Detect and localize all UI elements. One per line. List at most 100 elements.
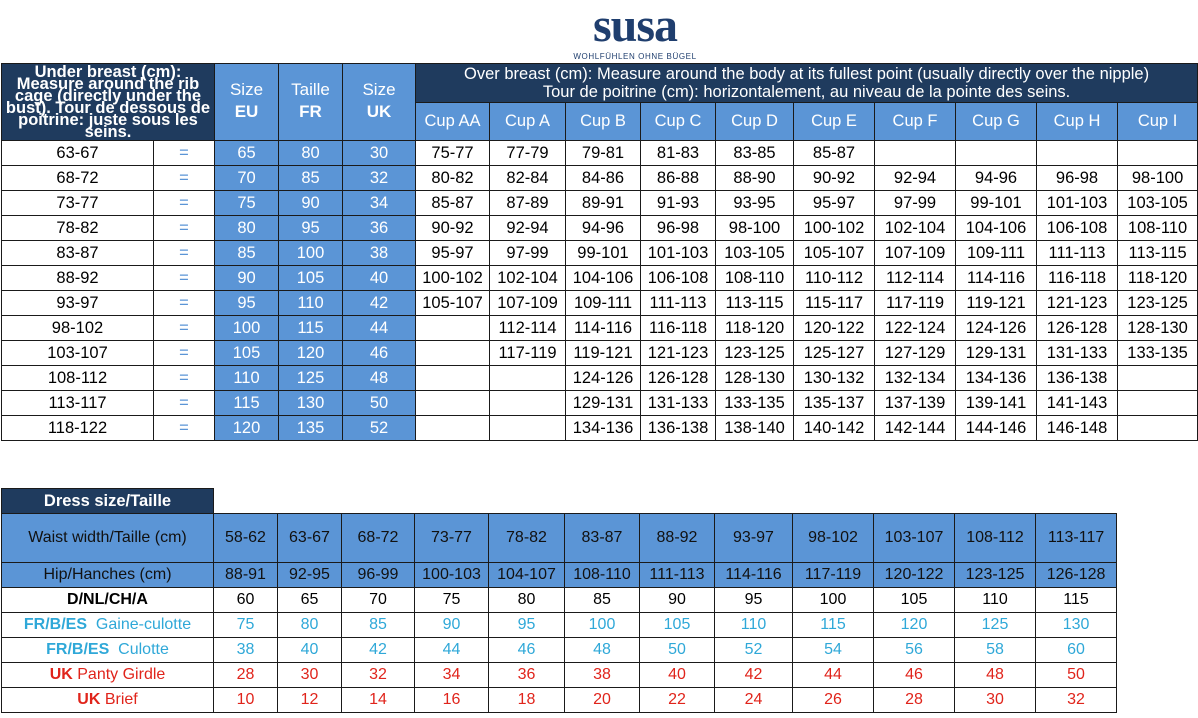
dress-size-table: Dress size/Taille Waist width/Taille (cm… bbox=[1, 488, 1118, 713]
cup-cell: 105-107 bbox=[415, 290, 490, 316]
cup-cell: 87-89 bbox=[489, 190, 566, 216]
cup-header: Cup B bbox=[565, 101, 641, 141]
eu-size-cell: 110 bbox=[214, 365, 279, 391]
panty-cell: 36 bbox=[488, 662, 565, 688]
size-row: 113-117 = 115 130 50 129-131 131-133 133-135 135… bbox=[1, 390, 1198, 416]
cup-cell: 88-90 bbox=[715, 165, 794, 191]
culotte-cell: 50 bbox=[639, 637, 715, 663]
fr-size-cell: 135 bbox=[278, 415, 343, 441]
cup-cell: 85-87 bbox=[793, 140, 875, 166]
culotte-cell: 56 bbox=[873, 637, 955, 663]
cup-cell: 131-133 bbox=[1036, 340, 1118, 366]
cup-cell: 138-140 bbox=[715, 415, 794, 441]
cup-header: Cup F bbox=[874, 101, 956, 141]
cup-cell: 119-121 bbox=[955, 290, 1037, 316]
eu-size-cell: 105 bbox=[214, 340, 279, 366]
waist-cell: 108-112 bbox=[954, 513, 1036, 563]
cup-cell: 134-136 bbox=[955, 365, 1037, 391]
cup-cell: 113-115 bbox=[715, 290, 794, 316]
under-breast-cell: 93-97 bbox=[1, 290, 154, 316]
cup-cell: 107-109 bbox=[874, 240, 956, 266]
size-row: 118-122 = 120 135 52 134-136 136-138 138-140 140… bbox=[1, 415, 1198, 441]
brief-cell: 22 bbox=[639, 687, 715, 713]
dress-size-title: Dress size/Taille bbox=[1, 488, 214, 514]
cup-cell: 140-142 bbox=[793, 415, 875, 441]
uk-size-cell: 52 bbox=[342, 415, 416, 441]
cup-cell: 110-112 bbox=[793, 265, 875, 291]
eu-size-cell: 85 bbox=[214, 240, 279, 266]
size-uk-header: Size UK bbox=[342, 63, 416, 141]
cup-cell: 77-79 bbox=[489, 140, 566, 166]
cup-cell: 137-139 bbox=[874, 390, 956, 416]
culotte-cell: 58 bbox=[954, 637, 1036, 663]
cup-cell: 94-96 bbox=[955, 165, 1037, 191]
cup-cell: 133-135 bbox=[715, 390, 794, 416]
size-row: 93-97 = 95 110 42 105-107 107-109 109-111 111-11… bbox=[1, 290, 1198, 316]
size-row: 63-67 = 65 80 30 75-77 77-79 79-81 81-83 83-85 85-… bbox=[1, 140, 1198, 166]
under-breast-cell: 78-82 bbox=[1, 215, 154, 241]
cup-cell: 92-94 bbox=[874, 165, 956, 191]
cup-cell: 83-85 bbox=[715, 140, 794, 166]
culotte-cell: 40 bbox=[277, 637, 342, 663]
cup-cell: 103-105 bbox=[1116, 190, 1198, 216]
uk-size-cell: 46 bbox=[342, 340, 416, 366]
hip-cell: 126-128 bbox=[1034, 562, 1118, 588]
fr-size-cell: 90 bbox=[278, 190, 343, 216]
cup-cell bbox=[415, 390, 490, 416]
cup-cell bbox=[1116, 140, 1198, 166]
size-row: 68-72 = 70 85 32 80-82 82-84 84-86 86-88 88-90 90-… bbox=[1, 165, 1198, 191]
cup-cell: 127-129 bbox=[874, 340, 956, 366]
cup-cell: 108-110 bbox=[1116, 215, 1198, 241]
waist-cell: 58-62 bbox=[213, 513, 278, 563]
cup-cell bbox=[415, 340, 490, 366]
culotte-cell: 42 bbox=[341, 637, 415, 663]
uk-size-cell: 50 bbox=[342, 390, 416, 416]
panty-cell: 44 bbox=[792, 662, 874, 688]
cup-cell: 112-114 bbox=[489, 315, 566, 341]
cup-cell: 96-98 bbox=[640, 215, 716, 241]
cup-cell: 79-81 bbox=[565, 140, 641, 166]
gaine-cell: 130 bbox=[1034, 612, 1118, 638]
cup-header: Cup E bbox=[793, 101, 875, 141]
cup-header: Cup A bbox=[489, 101, 566, 141]
cup-cell: 99-101 bbox=[955, 190, 1037, 216]
cup-cell bbox=[955, 140, 1037, 166]
brief-cell: 32 bbox=[1034, 687, 1118, 713]
cup-cell: 132-134 bbox=[874, 365, 956, 391]
gaine-cell: 120 bbox=[873, 612, 955, 638]
hip-cell: 117-119 bbox=[792, 562, 874, 588]
cup-cell: 111-113 bbox=[640, 290, 716, 316]
waist-cell: 113-117 bbox=[1034, 513, 1118, 563]
cup-cell: 122-124 bbox=[874, 315, 956, 341]
panty-cell: 40 bbox=[639, 662, 715, 688]
cup-cell: 109-111 bbox=[565, 290, 641, 316]
cup-cell: 144-146 bbox=[955, 415, 1037, 441]
gaine-cell: 95 bbox=[488, 612, 565, 638]
fr-size-cell: 130 bbox=[278, 390, 343, 416]
cup-cell bbox=[415, 365, 490, 391]
culotte-cell: 52 bbox=[714, 637, 793, 663]
cup-cell: 106-108 bbox=[640, 265, 716, 291]
cup-header: Cup C bbox=[640, 101, 716, 141]
cup-cell: 93-95 bbox=[715, 190, 794, 216]
cup-cell: 96-98 bbox=[1036, 165, 1118, 191]
cup-cell: 95-97 bbox=[415, 240, 490, 266]
gaine-label: FR/B/ES Gaine-culotte bbox=[1, 612, 214, 638]
uk-size-cell: 32 bbox=[342, 165, 416, 191]
d-size-cell: 105 bbox=[873, 587, 955, 613]
uk-size-cell: 38 bbox=[342, 240, 416, 266]
equals-cell: = bbox=[153, 415, 215, 441]
gaine-cell: 75 bbox=[213, 612, 278, 638]
fr-size-cell: 95 bbox=[278, 215, 343, 241]
size-fr-header: Taille FR bbox=[278, 63, 343, 141]
cup-cell: 108-110 bbox=[715, 265, 794, 291]
panty-cell: 42 bbox=[714, 662, 793, 688]
cup-cell bbox=[415, 315, 490, 341]
brief-cell: 26 bbox=[792, 687, 874, 713]
cup-cell: 126-128 bbox=[640, 365, 716, 391]
cup-cell: 146-148 bbox=[1036, 415, 1118, 441]
uk-size-cell: 36 bbox=[342, 215, 416, 241]
cup-cell: 101-103 bbox=[640, 240, 716, 266]
equals-cell: = bbox=[153, 340, 215, 366]
culotte-cell: 46 bbox=[488, 637, 565, 663]
